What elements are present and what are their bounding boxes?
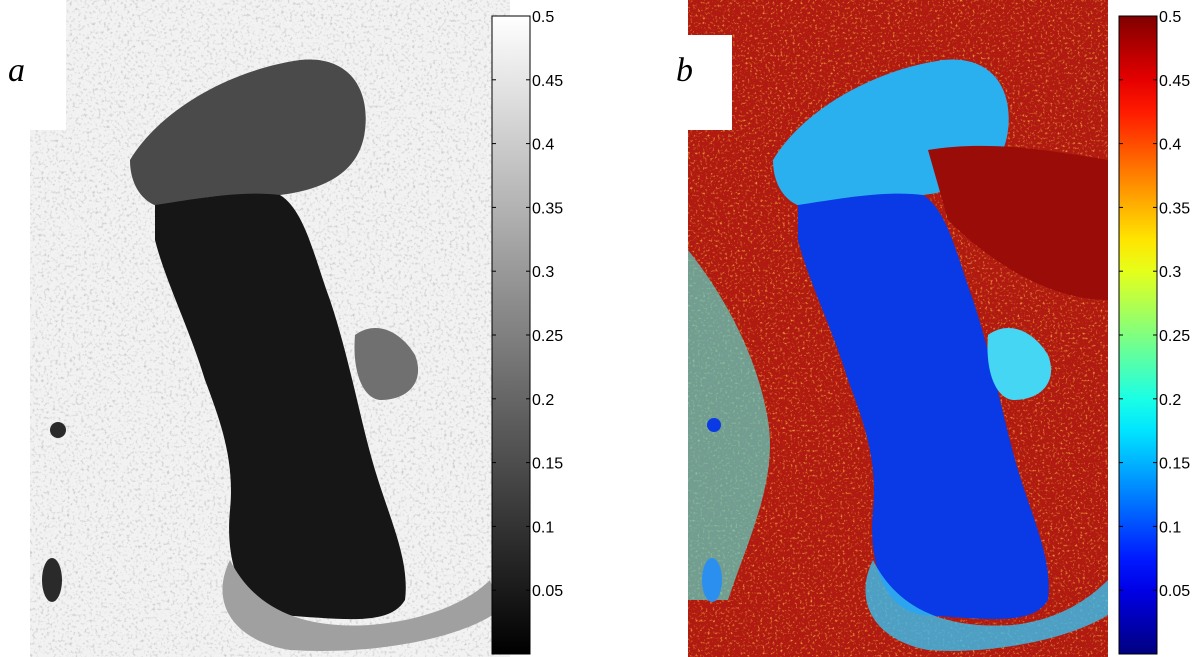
colorbar-tick-label: 0.2 [1159,392,1181,409]
colorbar-gradient [491,15,531,655]
colorbar-tick-label: 0.15 [1159,456,1190,473]
colorbar-gradient [1118,15,1158,655]
colorbar-tick-label: 0.3 [1159,264,1181,281]
colorbar-tick-label: 0.25 [1159,328,1190,345]
colorbar-tick-label: 0.35 [532,200,563,217]
colorbar-tick-label: 0.05 [532,583,563,600]
colorbar-tick-label: 0.05 [1159,583,1190,600]
colorbar-tick-label: 0.2 [532,392,554,409]
panel-label-b: b [676,52,693,89]
colorbar-tick-label: 0.5 [1159,9,1181,26]
albedo-map-grayscale [30,0,510,657]
colorbar-b: 0.5 0.45 0.4 0.35 0.3 0.25 0.2 0.15 0.1 0.05 [1118,9,1190,655]
colorbar-tick-label: 0.4 [532,137,554,154]
colorbar-tick-label: 0.3 [532,264,554,281]
colorbar-a: 0.5 0.45 0.4 0.35 0.3 0.25 0.2 0.15 0.1 0.05 [491,9,563,655]
colorbar-tick-label: 0.15 [532,456,563,473]
colorbar-tick-label: 0.5 [532,9,554,26]
albedo-map-jet [688,0,1108,657]
colorbar-tick-label: 0.4 [1159,137,1181,154]
colorbar-tick-label: 0.1 [1159,519,1181,536]
colorbar-tick-label: 0.45 [1159,73,1190,90]
colorbar-tick-label: 0.1 [532,519,554,536]
panel-b: b 0.5 0.45 0.4 0.35 0.3 0.25 0.2 0.15 0.1 0.05 [600,0,1203,657]
colorbar-tick-label: 0.25 [532,328,563,345]
colorbar-tick-label: 0.35 [1159,200,1190,217]
panel-a: a 0.5 0.45 0.4 0.35 0.3 0.25 0.2 0.15 0.1 0.05 [0,0,600,657]
panel-label-a: a [8,52,25,89]
colorbar-tick-label: 0.45 [532,73,563,90]
